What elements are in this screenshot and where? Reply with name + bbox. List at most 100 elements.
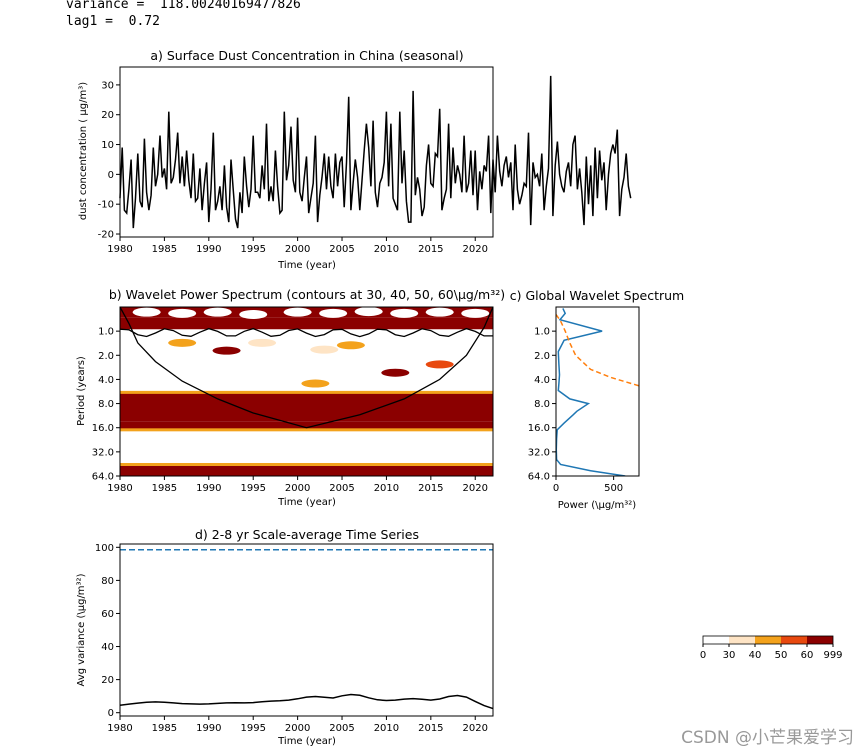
panel-d-xtick-label: 1980	[107, 723, 132, 734]
panel-b-power-blob	[203, 307, 232, 317]
panel-c-title: c) Global Wavelet Spectrum	[510, 288, 685, 303]
panel-b-power-blob	[425, 307, 454, 317]
colorbar-segment	[781, 636, 807, 644]
panel-b-ytick-label: 16.0	[92, 423, 114, 434]
panel-b-cone-of-influence	[120, 307, 493, 429]
panel-d-ytick-label: 0	[108, 708, 114, 719]
panel-b-xtick-label: 1980	[107, 483, 132, 494]
panel-c-ytick-label: 8.0	[534, 399, 550, 410]
panel-b-ytick-label: 2.0	[98, 351, 114, 362]
panel-b-power-blob	[336, 341, 365, 350]
panel-d-title: d) 2-8 yr Scale-average Time Series	[195, 527, 419, 542]
panel-b-ytick-label: 64.0	[92, 472, 114, 483]
panel-c-global-spectrum: c) Global Wavelet Spectrum Power (\μg/m³…	[510, 288, 685, 511]
panel-d-series-line	[119, 693, 494, 710]
panel-d-ytick-label: 60	[101, 609, 114, 620]
panel-d-xtick-label: 1985	[152, 723, 177, 734]
panel-d-xtick-label: 1995	[240, 723, 265, 734]
panel-c-xtick-label: 500	[604, 483, 623, 494]
panel-b-ytick-label: 4.0	[98, 375, 114, 386]
panel-a-ytick-label: 30	[101, 80, 114, 91]
panel-a-xtick-label: 1990	[196, 244, 221, 255]
panel-d-scale-average: d) 2-8 yr Scale-average Time Series Time…	[76, 527, 494, 747]
panel-a-ytick-label: -20	[98, 230, 114, 241]
lag1-output: lag1 = 0.72	[66, 14, 160, 29]
panel-b-frame	[119, 306, 494, 477]
colorbar-segment	[729, 636, 755, 644]
panel-b-power-blob	[168, 338, 197, 347]
panel-d-xtick-label: 1990	[196, 723, 221, 734]
colorbar-tick-label: 50	[775, 650, 788, 661]
colorbar-tick-label: 60	[801, 650, 814, 661]
panel-b-power-blob	[425, 360, 454, 369]
panel-c-plot-area	[556, 308, 639, 476]
panel-c-ytick-label: 2.0	[534, 351, 550, 362]
panel-c-ytick-label: 64.0	[528, 472, 550, 483]
colorbar-tick-label: 0	[700, 650, 706, 661]
panel-c-significance-line	[556, 314, 639, 387]
panel-c-frame	[555, 306, 640, 477]
panel-d-xtick-label: 2020	[463, 723, 488, 734]
panel-b-wavelet-power: b) Wavelet Power Spectrum (contours at 3…	[76, 287, 505, 508]
panel-b-xtick-label: 1995	[240, 483, 265, 494]
panel-a-xtick-label: 2005	[329, 244, 354, 255]
panel-c-ytick-label: 4.0	[534, 375, 550, 386]
panel-b-ylabel: Period (years)	[76, 356, 87, 426]
panel-b-power-blob	[168, 308, 197, 318]
panel-b-power-band	[120, 392, 493, 422]
panel-b-xtick-label: 2015	[418, 483, 443, 494]
panel-d-xtick-label: 2010	[374, 723, 399, 734]
panel-b-ytick-label: 1.0	[98, 327, 114, 338]
panel-a-ytick-label: 0	[108, 170, 114, 181]
panel-b-contour-line	[120, 327, 493, 338]
panel-d-ylabel: Avg variance (\μg/m³²)	[76, 573, 87, 686]
colorbar-tick-label: 40	[749, 650, 762, 661]
panel-b-power-band	[120, 329, 493, 339]
panel-c-xlabel: Power (\μg/m³²)	[558, 500, 637, 511]
panel-d-ytick-label: 80	[101, 576, 114, 587]
panel-d-xtick-label: 2005	[329, 723, 354, 734]
panel-a-xtick-label: 2000	[285, 244, 310, 255]
panel-b-xtick-label: 2010	[374, 483, 399, 494]
panel-a-xtick-label: 2015	[418, 244, 443, 255]
panel-b-plot-area	[120, 307, 493, 476]
panel-a-ylabel: dust concentration ( μg/m³)	[78, 82, 89, 220]
panel-b-power-blob	[390, 308, 419, 318]
panel-d-ytick-label: 100	[95, 543, 114, 554]
panel-a-ytick-label: 10	[101, 140, 114, 151]
panel-b-xtick-label: 2000	[285, 483, 310, 494]
panel-b-power-blob	[248, 338, 277, 347]
panel-a-ytick-label: 20	[101, 110, 114, 121]
panel-a-series-line	[119, 75, 632, 229]
panel-b-power-band	[120, 421, 493, 430]
panel-a-xtick-label: 2020	[463, 244, 488, 255]
panel-b-power-blob	[212, 346, 241, 355]
colorbar-frame	[702, 635, 834, 645]
colorbar-segment	[755, 636, 781, 644]
panel-c-ytick-label: 1.0	[534, 327, 550, 338]
watermark: CSDN @小芒果爱学习	[681, 728, 854, 748]
panel-b-ytick-label: 32.0	[92, 447, 114, 458]
panel-d-ytick-label: 20	[101, 675, 114, 686]
panel-a-xtick-label: 1985	[152, 244, 177, 255]
colorbar-segment	[703, 636, 729, 644]
panel-b-power-blob	[301, 379, 330, 388]
panel-a-frame	[119, 66, 494, 238]
panel-b-xlabel: Time (year)	[277, 497, 336, 508]
panel-a-xlabel: Time (year)	[277, 260, 336, 271]
panel-b-power-blob	[354, 307, 383, 317]
panel-b-power-blob	[319, 308, 348, 318]
panel-b-power-blob	[381, 368, 410, 377]
panel-b-power-band	[120, 317, 493, 330]
panel-b-xtick-label: 2005	[329, 483, 354, 494]
panel-a-title: a) Surface Dust Concentration in China (…	[150, 48, 463, 63]
panel-c-global-spectrum-line	[556, 308, 626, 476]
panel-d-xtick-label: 2000	[285, 723, 310, 734]
panel-b-power-blob	[310, 345, 339, 354]
panel-b-xtick-label: 2020	[463, 483, 488, 494]
panel-a-surface-dust: a) Surface Dust Concentration in China (…	[78, 48, 632, 271]
colorbar-tick-label: 30	[723, 650, 736, 661]
panel-b-power-blob	[132, 307, 161, 317]
colorbar-segment	[807, 636, 833, 644]
